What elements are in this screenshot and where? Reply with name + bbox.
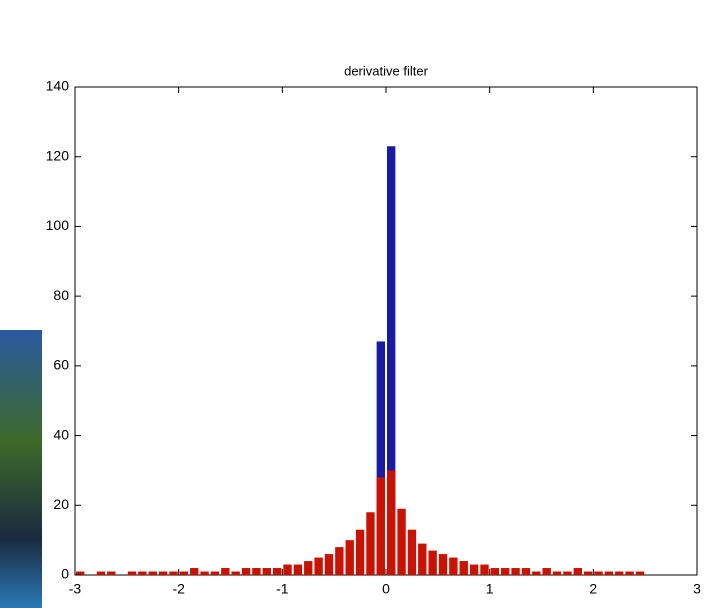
histogram-bar	[418, 543, 427, 575]
histogram-bar	[272, 568, 282, 575]
y-tick-label: 0	[61, 566, 69, 582]
y-tick-label: 60	[53, 357, 69, 373]
plot-area	[74, 86, 698, 576]
histogram-bar	[221, 568, 230, 575]
histogram-bar	[355, 529, 365, 575]
x-tick-label: 2	[589, 581, 597, 597]
histogram-bar	[511, 568, 520, 575]
x-tick-label: 3	[693, 581, 701, 597]
histogram-bar	[293, 564, 303, 575]
histogram-bar	[241, 568, 251, 575]
y-tick-label: 140	[46, 78, 70, 94]
histogram-bar	[501, 568, 510, 575]
histogram-bar	[345, 540, 354, 575]
histogram-bar	[283, 564, 292, 575]
x-tick-label: 1	[486, 581, 494, 597]
y-tick-label: 100	[46, 217, 70, 233]
histogram-bar	[127, 571, 137, 575]
histogram-bar	[521, 568, 531, 575]
histogram-bar	[387, 470, 396, 575]
histogram-bar	[387, 146, 396, 575]
x-tick-label: -2	[172, 581, 185, 597]
histogram-bar	[96, 571, 106, 575]
histogram-bar	[76, 571, 85, 575]
histogram-bar	[138, 571, 147, 575]
histogram-bar	[366, 512, 375, 575]
histogram-bar	[532, 571, 541, 575]
histogram-bar	[407, 529, 417, 575]
chart-title: derivative filter	[344, 63, 428, 78]
histogram-bar	[231, 571, 240, 575]
histogram-bar	[210, 571, 220, 575]
histogram-bar	[200, 571, 209, 575]
x-tick-label: 0	[382, 581, 390, 597]
histogram-bar	[449, 557, 458, 575]
histogram-bar	[169, 571, 178, 575]
histogram-bar	[428, 550, 437, 575]
histogram-bar	[107, 571, 116, 575]
histogram-bar	[148, 571, 157, 575]
histogram-bar	[376, 341, 385, 575]
x-tick-label: -3	[69, 581, 82, 597]
histogram-bar	[490, 568, 500, 575]
histogram-bar	[563, 571, 572, 575]
histogram-bar	[324, 554, 334, 575]
y-tick-label: 120	[46, 147, 70, 163]
histogram-bar	[469, 564, 479, 575]
y-tick-label: 20	[53, 496, 69, 512]
histogram-bar	[552, 571, 562, 575]
background-photo	[0, 330, 42, 608]
histogram-bar	[397, 508, 406, 575]
histogram-bar	[635, 571, 645, 575]
histogram-bar	[252, 568, 261, 575]
histogram-bar	[190, 568, 199, 575]
x-tick-label: -1	[276, 581, 289, 597]
y-tick-label: 80	[53, 287, 69, 303]
histogram-bar	[304, 561, 313, 575]
histogram-bar	[625, 571, 634, 575]
histogram-bar	[262, 568, 271, 575]
y-tick-label: 40	[53, 426, 69, 442]
histogram-bar	[376, 477, 385, 575]
histogram-bar	[438, 554, 448, 575]
histogram-bar	[459, 561, 468, 575]
histogram-bar	[179, 571, 189, 575]
histogram-bar	[335, 547, 344, 575]
histogram-bar	[314, 557, 323, 575]
histogram-bar	[573, 568, 582, 575]
histogram-bar	[583, 571, 593, 575]
histogram-bar	[615, 571, 624, 575]
histogram-bar	[480, 564, 489, 575]
histogram-bar	[594, 571, 603, 575]
histogram-bar	[604, 571, 614, 575]
histogram-bar	[158, 571, 168, 575]
histogram-bar	[542, 568, 551, 575]
